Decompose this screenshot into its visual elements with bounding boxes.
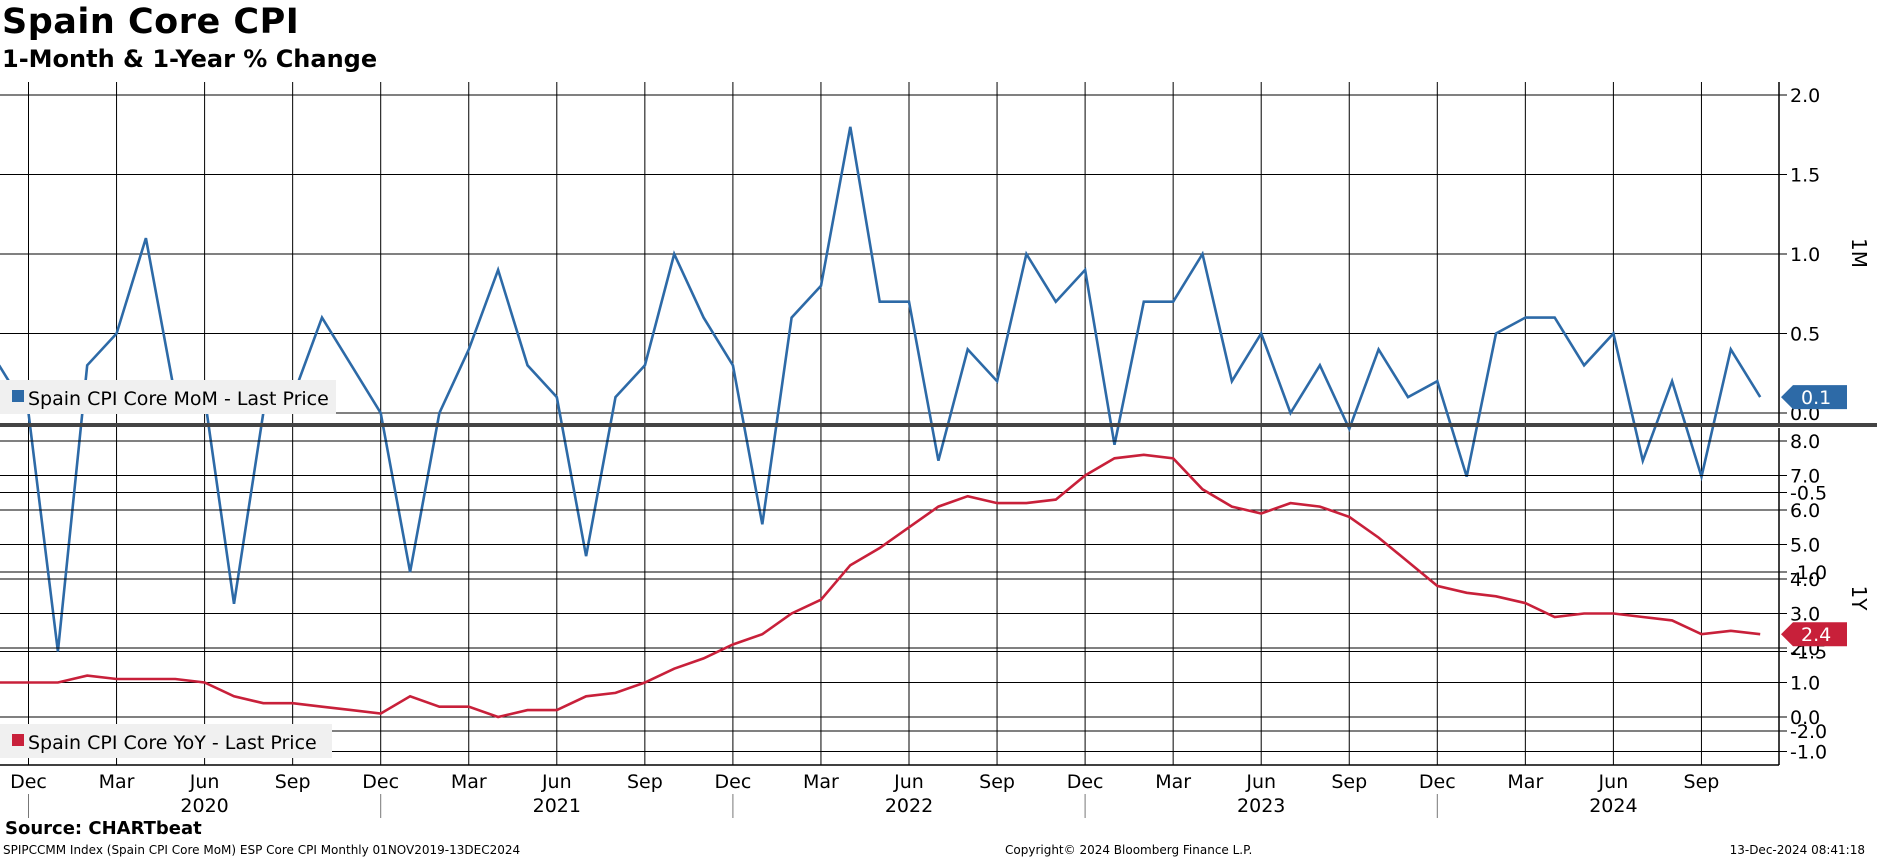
y-tick-label: 3.0	[1790, 604, 1820, 626]
x-tick-label: Mar	[1155, 771, 1191, 793]
last-value-label: 2.4	[1801, 624, 1831, 646]
legend-label: Spain CPI Core MoM - Last Price	[28, 388, 329, 410]
x-tick-label: Mar	[803, 771, 839, 793]
panel-label-1y: 1Y	[1847, 586, 1871, 612]
yoy-series-line	[0, 453, 1761, 719]
legend-swatch	[12, 734, 24, 746]
y-tick-label: -1.0	[1790, 562, 1827, 584]
y-tick-label: -1.0	[1790, 742, 1827, 764]
y-tick-label: -1.5	[1790, 642, 1827, 664]
y-tick-label: 0.0	[1790, 707, 1820, 729]
x-year-label: 2020	[180, 795, 228, 817]
footer-timestamp: 13-Dec-2024 08:41:18	[1729, 843, 1865, 857]
x-tick-label: Dec	[715, 771, 752, 793]
legend-label: Spain CPI Core YoY - Last Price	[28, 732, 317, 754]
y-tick-label: 5.0	[1790, 535, 1820, 557]
x-year-label: 2021	[533, 795, 581, 817]
y-tick-label: 6.0	[1790, 500, 1820, 522]
x-year-label: 2022	[885, 795, 933, 817]
x-tick-label: Mar	[451, 771, 487, 793]
y-tick-label: 0.5	[1790, 324, 1820, 346]
footer-copyright: Copyright© 2024 Bloomberg Finance L.P.	[1005, 843, 1253, 857]
last-value-label: 0.1	[1801, 387, 1831, 409]
x-tick-label: Jun	[1598, 771, 1629, 793]
x-tick-label: Sep	[1331, 771, 1367, 793]
x-tick-label: Jun	[541, 771, 572, 793]
x-tick-label: Dec	[1419, 771, 1456, 793]
legend-box	[0, 380, 336, 414]
y-tick-label: 1.0	[1790, 244, 1820, 266]
x-year-label: 2024	[1589, 795, 1637, 817]
x-year-label: 2023	[1237, 795, 1285, 817]
chart-subtitle: 1-Month & 1-Year % Change	[2, 45, 378, 73]
x-tick-label: Jun	[189, 771, 220, 793]
y-tick-label: 8.0	[1790, 431, 1820, 453]
legend-box	[0, 724, 332, 758]
last-value-badge	[1781, 622, 1847, 647]
x-tick-label: Sep	[275, 771, 311, 793]
x-tick-label: Dec	[1067, 771, 1104, 793]
panel-label-1m: 1M	[1847, 238, 1871, 268]
x-tick-label: Jun	[893, 771, 924, 793]
y-tick-label: 2.0	[1790, 85, 1820, 107]
x-tick-label: Sep	[627, 771, 663, 793]
legend-swatch	[12, 390, 24, 402]
footer-index-info: SPIPCCMM Index (Spain CPI Core MoM) ESP …	[3, 843, 521, 857]
y-tick-label: 1.0	[1790, 673, 1820, 695]
x-tick-label: Dec	[10, 771, 47, 793]
x-tick-label: Dec	[362, 771, 399, 793]
x-tick-label: Sep	[979, 771, 1015, 793]
y-tick-label: -2.0	[1790, 721, 1827, 743]
source-note: Source: CHARTbeat	[5, 818, 202, 839]
x-tick-label: Mar	[99, 771, 135, 793]
last-value-badge	[1781, 385, 1847, 410]
x-tick-label: Jun	[1245, 771, 1276, 793]
y-tick-label: 7.0	[1790, 466, 1820, 488]
x-tick-label: Mar	[1507, 771, 1543, 793]
y-tick-label: 1.5	[1790, 165, 1820, 187]
x-tick-label: Sep	[1684, 771, 1720, 793]
y-tick-label: -0.5	[1790, 483, 1827, 505]
chart-title: Spain Core CPI	[2, 2, 300, 42]
y-tick-label: 4.0	[1790, 569, 1820, 591]
